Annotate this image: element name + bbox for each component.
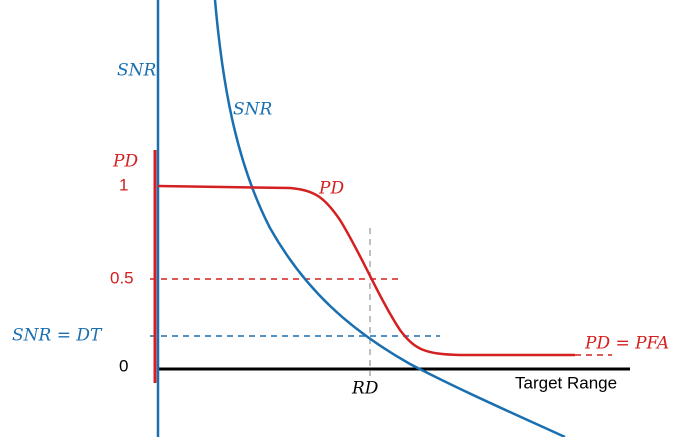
pd-tick-label: 0.5	[110, 268, 134, 287]
pd-tick-label: 1	[119, 175, 128, 194]
rd-label: RD	[351, 379, 379, 399]
x-axis-label: Target Range	[515, 373, 617, 392]
snr-curve-label: SNR	[233, 100, 273, 120]
pd-curve	[157, 184, 575, 357]
snr-dt-label: SNR = DT	[12, 326, 103, 346]
snr-curve	[213, 0, 566, 437]
pd-tick-label: 0	[119, 356, 128, 375]
pd-pfa-label: PD = PFA	[584, 334, 669, 354]
pd-axis-label: PD	[112, 152, 138, 172]
snr-axis-label: SNR	[117, 61, 157, 81]
pd-curve-label: PD	[318, 179, 344, 199]
